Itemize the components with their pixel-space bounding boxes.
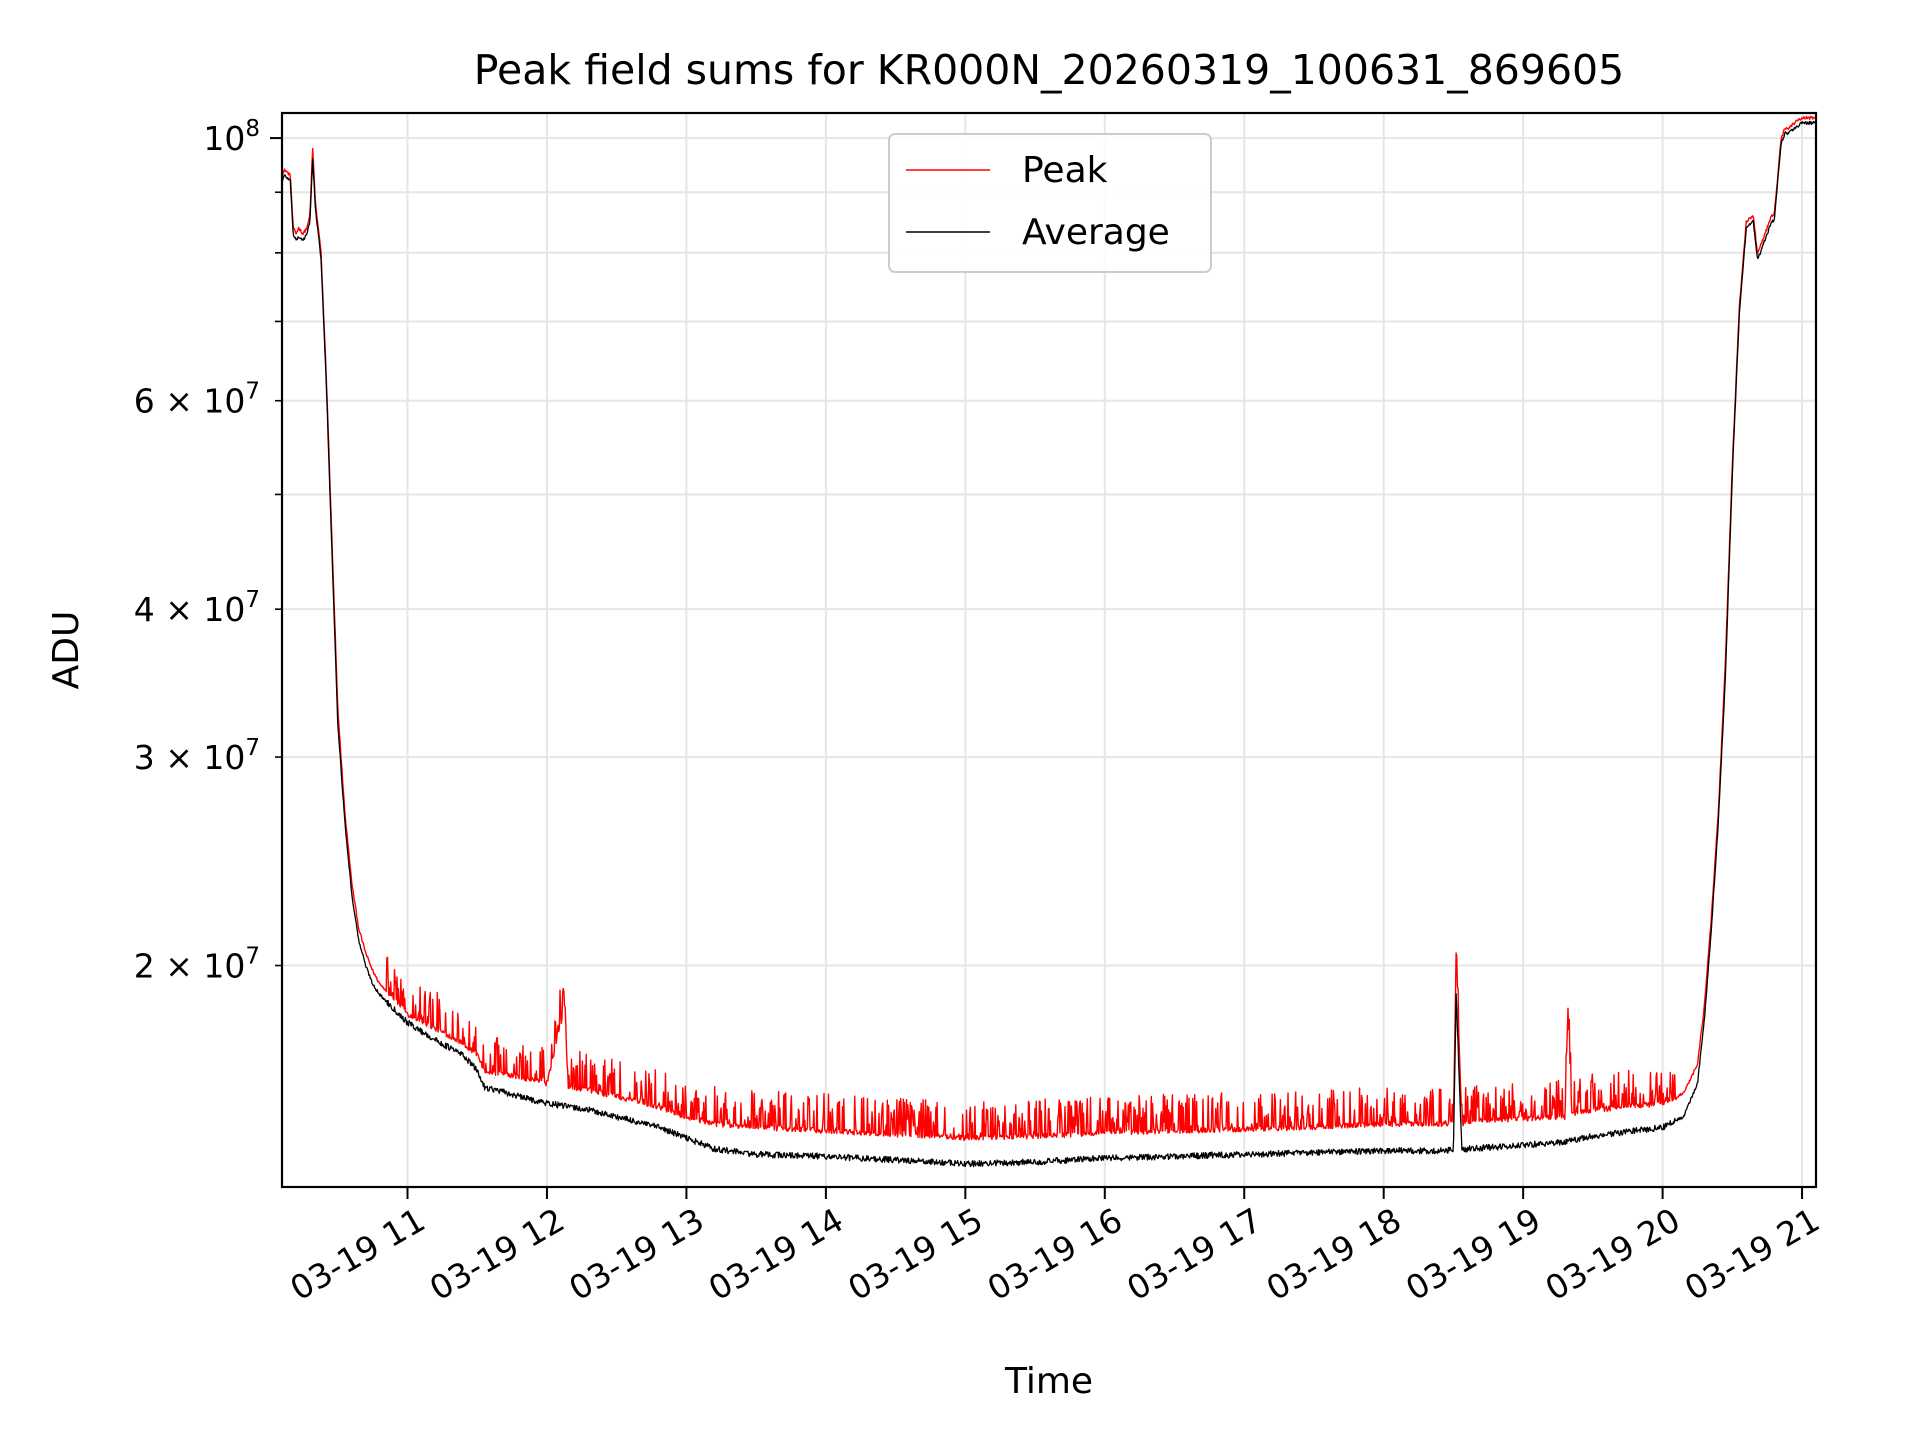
legend-label-peak: Peak — [1022, 150, 1108, 191]
legend: Peak Average — [888, 133, 1212, 273]
legend-label-average: Average — [1022, 212, 1170, 253]
y-tick-label: 108 — [203, 116, 260, 158]
y-tick-label: 4 × 107 — [134, 587, 260, 629]
chart-title: Peak field sums for KR000N_20260319_1006… — [474, 46, 1624, 94]
series-layer — [281, 115, 1817, 1168]
y-axis-label: ADU — [46, 611, 87, 690]
y-tick-label: 2 × 107 — [134, 944, 260, 986]
series-line-peak — [281, 115, 1817, 1142]
grid — [282, 113, 1816, 1187]
plot-frame — [280, 111, 1818, 1189]
y-tick-label: 6 × 107 — [134, 379, 260, 421]
legend-box — [888, 133, 1212, 273]
y-tick-label: 3 × 107 — [134, 735, 260, 777]
x-axis-label: Time — [1004, 1361, 1093, 1402]
series-line-average — [281, 120, 1817, 1168]
